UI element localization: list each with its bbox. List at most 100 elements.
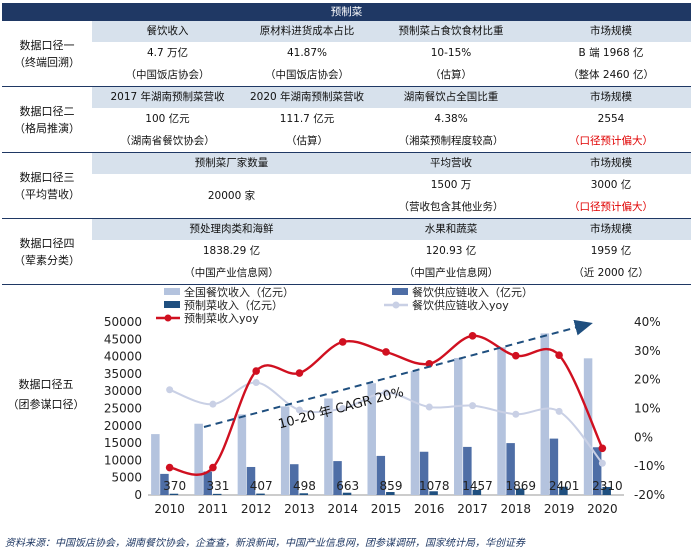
row-label: 数据口径一 （终端回溯） bbox=[2, 21, 92, 87]
line-point bbox=[598, 444, 607, 453]
x-tick-label: 2011 bbox=[198, 502, 229, 516]
cell-note-red: （口径预计偏大） bbox=[531, 130, 692, 153]
x-tick-label: 2013 bbox=[284, 502, 315, 516]
line-point bbox=[382, 348, 390, 356]
line-point bbox=[295, 406, 303, 414]
bar bbox=[212, 493, 222, 495]
y-tick-left: 10000 bbox=[104, 453, 142, 467]
col-header: 市场规模 bbox=[531, 21, 692, 42]
cell-note: （估算） bbox=[371, 64, 531, 87]
bar bbox=[549, 438, 559, 495]
line-point bbox=[252, 367, 260, 375]
cell-value: 1838.29 亿 bbox=[202, 244, 261, 257]
col-header: 预制菜占食饮食材比重 bbox=[371, 21, 531, 42]
cell-value: 3000 亿 bbox=[590, 178, 632, 191]
bar-data-label: 331 bbox=[206, 479, 229, 493]
bar bbox=[367, 383, 376, 495]
line-point bbox=[512, 351, 520, 360]
source-note: 资料来源：中国饭店协会，湖南餐饮协会，企查查，新浪新闻，中国产业信息网，团参谋调… bbox=[5, 538, 525, 549]
x-tick-label: 2010 bbox=[154, 502, 185, 516]
col-header: 原材料进货成本占比 bbox=[243, 21, 371, 42]
y-tick-left: 30000 bbox=[104, 384, 142, 398]
bar bbox=[246, 466, 256, 495]
x-tick-label: 2017 bbox=[457, 502, 488, 516]
col-header: 湖南餐饮占全国比重 bbox=[371, 86, 531, 108]
legend-label: 全国餐饮收入（亿元） bbox=[184, 285, 294, 299]
cell-note: （整体 2460 亿） bbox=[531, 64, 692, 87]
bar bbox=[333, 461, 342, 495]
bar bbox=[410, 371, 420, 495]
col-header: 餐饮收入 bbox=[92, 21, 243, 42]
line-point bbox=[425, 403, 433, 411]
cell-value: B 端 1968 亿 bbox=[578, 46, 644, 59]
bar bbox=[386, 492, 395, 495]
bar-data-label: 498 bbox=[293, 479, 316, 493]
bar bbox=[583, 358, 593, 495]
y-tick-right: 30% bbox=[634, 344, 661, 358]
cell-note: （中国产业信息网） bbox=[92, 262, 371, 285]
bar-data-label: 407 bbox=[250, 479, 273, 493]
cell-note: （湖南省餐饮协会） bbox=[92, 130, 243, 153]
cell-value: 1959 亿 bbox=[590, 244, 632, 257]
cell-note: （营收包含其他业务） bbox=[371, 196, 531, 219]
legend-label: 预制菜收入yoy bbox=[184, 311, 259, 325]
cell-value: 4.7 万亿 bbox=[146, 46, 189, 59]
line-point bbox=[555, 351, 563, 359]
bar bbox=[237, 414, 247, 495]
bar bbox=[429, 491, 438, 495]
line-point bbox=[598, 459, 606, 467]
bar bbox=[497, 347, 506, 495]
col-header: 2017 年湖南预制菜营收 bbox=[92, 86, 243, 108]
y-tick-right: 40% bbox=[634, 315, 661, 329]
line-point bbox=[252, 379, 260, 387]
bar bbox=[290, 464, 299, 495]
bar bbox=[472, 489, 482, 495]
bar-data-label: 859 bbox=[380, 479, 403, 493]
y-tick-left: 15000 bbox=[104, 436, 142, 450]
line-point bbox=[555, 407, 563, 415]
legend-swatch bbox=[164, 301, 180, 308]
cell-value: 120.93 亿 bbox=[425, 244, 477, 257]
cell-note: （湘菜预制程度较高） bbox=[371, 130, 531, 153]
legend-swatch bbox=[164, 314, 172, 322]
cell-value: 10-15% bbox=[430, 46, 472, 59]
cell-value: 41.87% bbox=[286, 46, 328, 59]
line-point bbox=[209, 400, 217, 408]
legend-swatch bbox=[392, 301, 400, 309]
cell-value: 20000 家 bbox=[92, 174, 371, 219]
x-tick-label: 2012 bbox=[241, 502, 272, 516]
series-line bbox=[169, 334, 604, 476]
y-tick-right: 20% bbox=[634, 373, 661, 387]
line-point bbox=[165, 463, 174, 472]
line-point bbox=[382, 389, 390, 397]
bar bbox=[324, 398, 333, 495]
bar bbox=[256, 493, 265, 495]
col-header: 市场规模 bbox=[531, 218, 692, 240]
bar bbox=[169, 493, 179, 495]
bar-data-label: 2310 bbox=[592, 479, 623, 493]
y-tick-left: 0 bbox=[134, 488, 142, 502]
cell-value: 4.38% bbox=[434, 112, 468, 125]
legend-label: 餐饮供应链收入yoy bbox=[412, 298, 509, 312]
line-point bbox=[295, 369, 304, 377]
bar-data-label: 1457 bbox=[462, 479, 493, 493]
bar bbox=[299, 493, 309, 495]
x-tick-label: 2020 bbox=[587, 502, 618, 516]
cell-value: 100 亿元 bbox=[145, 112, 190, 125]
y-tick-right: -20% bbox=[634, 488, 665, 502]
line-point bbox=[469, 402, 477, 410]
bar bbox=[280, 406, 290, 495]
bar-data-label: 1078 bbox=[419, 479, 450, 493]
bar bbox=[463, 446, 472, 495]
x-tick-label: 2019 bbox=[544, 502, 575, 516]
cell-note: （近 2000 亿） bbox=[531, 262, 692, 285]
x-tick-label: 2016 bbox=[414, 502, 445, 516]
cell-note-red: （口径预计偏大） bbox=[531, 196, 692, 219]
bar bbox=[151, 434, 160, 495]
bar bbox=[160, 473, 169, 495]
cell-note: （估算） bbox=[243, 130, 371, 153]
col-header: 市场规模 bbox=[531, 152, 692, 174]
cell-value: 2554 bbox=[597, 112, 625, 125]
col-header: 预制菜厂家数量 bbox=[92, 152, 371, 174]
cell-value: 1500 万 bbox=[430, 178, 472, 191]
